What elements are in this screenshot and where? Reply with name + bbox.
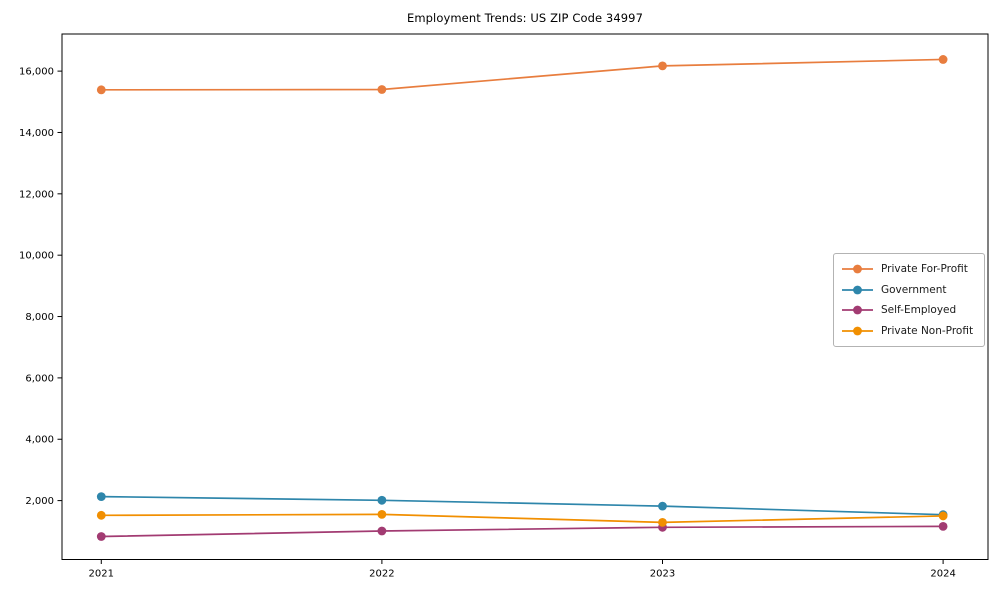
legend-marker-line-dot-icon (842, 326, 873, 336)
legend-marker-line-dot-icon (842, 264, 873, 274)
data-point-private-non-profit-2023 (658, 517, 667, 527)
legend-label: Private Non-Profit (881, 324, 974, 337)
x-tick-label: 2022 (369, 569, 394, 580)
y-tick-label: 10,000 (19, 251, 54, 262)
data-point-government-2022 (377, 495, 387, 505)
chart-legend: Private For-Profit Government Self-Emplo… (833, 253, 985, 347)
legend-item-private-non-profit: Private Non-Profit (841, 321, 976, 342)
legend-dot (853, 305, 862, 315)
legend-item-private-for-profit: Private For-Profit (841, 259, 976, 280)
y-tick-label: 12,000 (19, 189, 54, 200)
series-line-self-employed (100, 525, 944, 538)
legend-dot (853, 285, 862, 295)
y-tick-label: 8,000 (25, 312, 54, 323)
data-point-private-non-profit-2021 (96, 510, 106, 520)
data-point-private-for-profit-2024 (938, 55, 948, 64)
data-point-self-employed-2024 (938, 521, 948, 531)
y-tick-label: 14,000 (19, 128, 54, 139)
legend-label: Government (881, 283, 947, 296)
data-point-private-non-profit-2022 (377, 510, 387, 519)
y-tick-label: 16,000 (19, 67, 54, 78)
legend-item-government: Government (841, 280, 976, 301)
y-tick-label: 2,000 (25, 496, 54, 507)
legend-dot (853, 326, 862, 336)
x-tick-label: 2021 (89, 569, 114, 580)
series-line-private-non-profit (100, 513, 944, 524)
x-tick-label: 2024 (930, 569, 955, 580)
legend-item-self-employed: Self-Employed (841, 300, 976, 321)
legend-marker-line-dot-icon (842, 305, 873, 315)
legend-marker-line-dot-icon (842, 285, 873, 295)
legend-dot (853, 264, 862, 274)
data-point-government-2023 (658, 501, 667, 511)
y-tick-label: 6,000 (25, 373, 54, 384)
data-point-private-non-profit-2024 (938, 511, 948, 521)
legend-label: Self-Employed (881, 304, 957, 317)
chart-title: Employment Trends: US ZIP Code 34997 (406, 11, 644, 25)
data-point-private-for-profit-2022 (377, 85, 387, 94)
y-tick-label: 4,000 (25, 435, 54, 446)
data-point-private-for-profit-2021 (96, 85, 106, 95)
series-line-private-for-profit (100, 58, 944, 91)
legend-label: Private For-Profit (881, 263, 968, 276)
data-point-government-2021 (96, 492, 106, 502)
data-point-private-for-profit-2023 (658, 61, 667, 71)
data-point-self-employed-2022 (377, 526, 387, 536)
x-tick-label: 2023 (650, 569, 675, 580)
series-line-government (100, 495, 944, 516)
axes-spines (61, 33, 989, 560)
data-point-self-employed-2021 (96, 532, 106, 541)
